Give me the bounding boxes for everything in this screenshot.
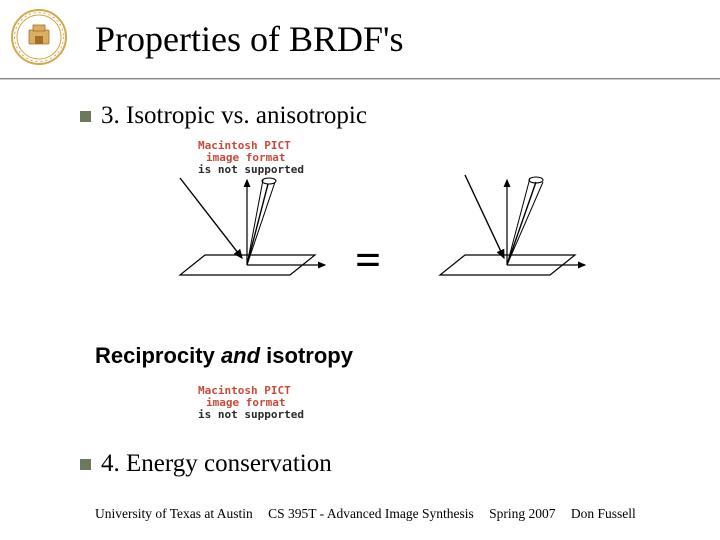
reciprocity-pre: Reciprocity (95, 343, 221, 368)
institution-logo (10, 8, 68, 66)
equals-symbol: = (355, 233, 381, 286)
brdf-diagram-left (150, 160, 350, 320)
bullet-marker-icon (80, 111, 91, 122)
bullet-text-2: 4. Energy conservation (101, 450, 332, 478)
bullet-item-1: 3. Isotropic vs. anisotropic (80, 102, 367, 130)
reciprocity-and: and (221, 343, 260, 368)
slide-footer: University of Texas at Austin CS 395T - … (95, 506, 636, 522)
footer-author: Don Fussell (571, 506, 636, 521)
reciprocity-post: isotropy (260, 343, 353, 368)
pict-error-2: Macintosh PICT image format is not suppo… (198, 385, 304, 421)
footer-course: CS 395T - Advanced Image Synthesis (268, 506, 474, 521)
footer-term: Spring 2007 (489, 506, 555, 521)
bullet-text-1: 3. Isotropic vs. anisotropic (101, 102, 367, 130)
bullet-marker-icon (80, 459, 91, 470)
footer-university: University of Texas at Austin (95, 506, 253, 521)
slide-title: Properties of BRDF's (95, 18, 404, 60)
title-underline (0, 78, 720, 80)
brdf-diagram-right (410, 160, 610, 320)
reciprocity-label: Reciprocity and isotropy (95, 343, 353, 369)
bullet-item-2: 4. Energy conservation (80, 450, 332, 478)
